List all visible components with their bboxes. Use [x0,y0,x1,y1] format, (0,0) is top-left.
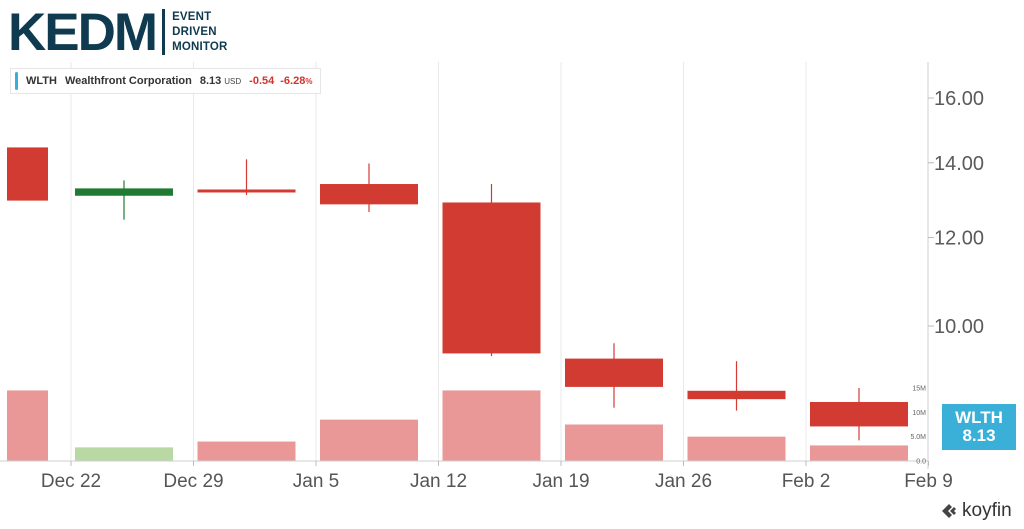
candle-body [75,188,173,196]
candle-body [687,390,786,400]
legend-company-name: Wealthfront Corporation [64,75,192,87]
price-tag-value: 8.13 [962,426,996,445]
candle-body [7,147,48,201]
x-tick-label: Jan 19 [532,471,589,492]
brand-subtitle: EVENT DRIVEN MONITOR [172,10,228,55]
volume-bar [687,436,786,461]
x-tick-label: Dec 22 [41,471,101,492]
candle-body [565,358,663,387]
legend-ticker: WLTH [26,75,57,87]
legend-change-pct-value: -6.28 [280,75,306,87]
brand-line-1: EVENT [172,10,212,23]
volume-tick-label: 15M [912,386,926,393]
brand-line-3: MONITOR [172,40,228,53]
koyfin-logo-text: koyfin [962,500,1012,521]
x-tick-label: Jan 26 [655,471,712,492]
candle-body [810,401,908,427]
x-tick-label: Jan 5 [293,471,339,492]
x-tick-label: Feb 9 [904,471,953,492]
y-tick-label: 16.00 [934,88,984,110]
axes: Dec 22 Dec 29 Jan 5 Jan 12 Jan 19 Jan 26 Feb 2… [0,62,984,492]
grid-lines [70,62,807,461]
y-tick-label: 12.00 [934,228,984,250]
x-tick-label: Jan 12 [410,471,467,492]
candle-body [442,202,541,354]
candle-body [320,184,418,205]
legend-currency: USD [224,76,242,86]
brand-line-2: DRIVEN [172,25,217,38]
legend-price: 8.13 [199,75,222,87]
legend-change-pct: -6.28% [280,75,312,87]
volume-bars [7,390,908,461]
brand-divider [162,9,166,55]
legend-accent-bar [15,72,18,90]
koyfin-logo: koyfin [940,500,1012,522]
volume-tick-label: 10M [912,410,926,417]
chart-legend: WLTH Wealthfront Corporation 8.13 USD -0… [10,68,322,94]
volume-bar [810,445,908,461]
volume-bar [197,441,296,461]
brand-name: KEDM [8,2,158,62]
last-price-tag: WLTH 8.13 [942,404,1016,450]
koyfin-logo-icon [942,504,956,518]
volume-tick-label: 0.0 [916,459,926,466]
legend-change: -0.54 [249,75,275,87]
x-tick-label: Dec 29 [163,471,223,492]
price-tag-ticker: WLTH [955,408,1003,428]
volume-bar [565,424,663,461]
volume-tick-label: 5.0M [910,434,926,441]
candle-body [197,189,296,193]
brand-logo: KEDM EVENT DRIVEN MONITOR [8,4,228,60]
candles [7,147,908,441]
volume-bar [7,390,48,461]
y-tick-label: 14.00 [934,153,984,175]
x-tick-label: Feb 2 [782,471,831,492]
volume-bar [75,447,173,461]
legend-pct-sign: % [305,77,313,86]
y-tick-label: 10.00 [934,316,984,338]
volume-bar [442,390,541,461]
volume-bar [320,419,418,461]
